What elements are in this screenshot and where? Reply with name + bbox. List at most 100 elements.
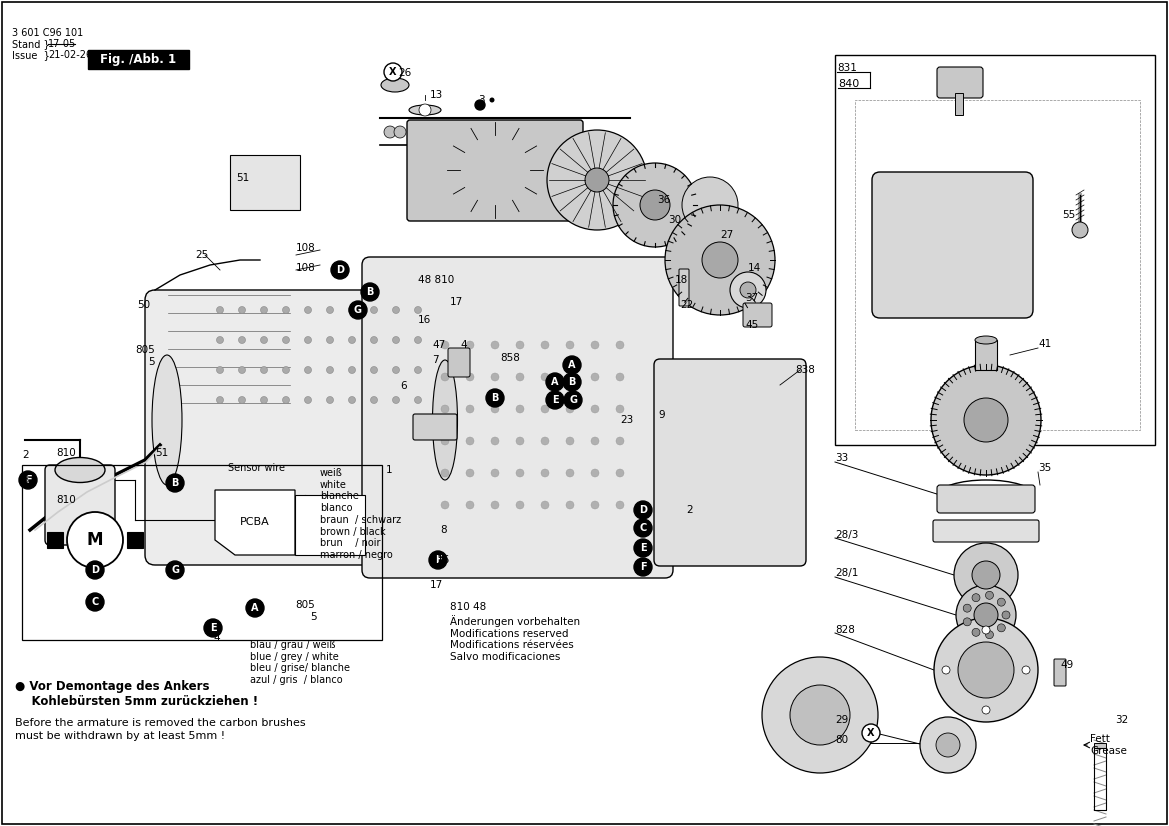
Circle shape [216,306,223,314]
FancyBboxPatch shape [938,485,1035,513]
Text: G: G [171,565,179,575]
Ellipse shape [381,78,409,92]
Circle shape [87,593,104,611]
Circle shape [383,63,402,81]
Bar [295,495,365,555]
Text: E: E [639,543,646,553]
Text: C: C [91,597,98,607]
Circle shape [997,624,1005,632]
Text: braun  / schwarz
brown / black
brun    / noir
marron / negro: braun / schwarz brown / black brun / noi… [320,515,401,560]
Circle shape [393,306,400,314]
Text: 805: 805 [134,345,154,355]
Circle shape [19,471,37,489]
Circle shape [541,469,549,477]
Circle shape [216,396,223,403]
Text: 3: 3 [478,95,485,105]
Circle shape [326,306,333,314]
Text: Stand }: Stand } [12,39,50,49]
Circle shape [441,405,449,413]
Text: 16: 16 [437,555,450,565]
Circle shape [516,469,524,477]
Ellipse shape [409,105,441,115]
Circle shape [931,365,1042,475]
Text: 810: 810 [56,448,76,458]
Circle shape [982,706,990,714]
Text: 23: 23 [620,415,634,425]
Circle shape [166,474,184,492]
Text: 22: 22 [680,300,693,310]
Text: Issue  }: Issue } [12,50,50,60]
Text: D: D [336,265,344,275]
FancyBboxPatch shape [1054,659,1066,686]
Text: 29: 29 [835,715,849,725]
Circle shape [516,341,524,349]
Circle shape [238,396,245,403]
FancyBboxPatch shape [743,303,772,327]
Text: B: B [568,377,575,387]
Text: 5: 5 [148,357,154,367]
Text: 51: 51 [236,173,250,183]
Circle shape [441,373,449,381]
Text: X: X [867,728,874,738]
Circle shape [466,373,473,381]
Text: Sensor wire: Sensor wire [228,463,285,473]
Circle shape [441,437,449,445]
Circle shape [592,405,599,413]
Circle shape [762,657,878,773]
Bar [975,340,997,370]
Circle shape [348,336,355,344]
Text: 3 601 C96 101: 3 601 C96 101 [12,28,83,38]
Circle shape [541,501,549,509]
Text: 810: 810 [56,495,76,505]
Circle shape [616,341,624,349]
Circle shape [592,373,599,381]
Text: 9: 9 [658,410,665,420]
Circle shape [304,367,311,373]
Circle shape [491,341,499,349]
Circle shape [205,619,222,637]
Bar [835,55,1155,445]
Circle shape [956,585,1016,645]
Circle shape [566,405,574,413]
Circle shape [166,561,184,579]
Circle shape [563,391,582,409]
Circle shape [441,501,449,509]
Circle shape [216,367,223,373]
Circle shape [516,437,524,445]
Circle shape [466,501,473,509]
Text: A: A [552,377,559,387]
Circle shape [985,591,994,600]
Text: 4: 4 [213,633,220,643]
Circle shape [261,367,268,373]
Text: 37: 37 [745,293,759,303]
Text: PCBA: PCBA [240,517,270,527]
Text: D: D [639,505,646,515]
Circle shape [304,396,311,403]
Text: 26: 26 [397,68,411,78]
Circle shape [703,242,738,278]
Text: B: B [366,287,374,297]
Text: 21-02-26: 21-02-26 [48,50,92,60]
Circle shape [283,306,290,314]
Text: 108: 108 [296,243,316,253]
Circle shape [516,373,524,381]
Text: 1: 1 [386,465,393,475]
Circle shape [348,367,355,373]
Text: F: F [639,562,646,572]
Bar [230,155,300,210]
Text: 810 48: 810 48 [450,602,486,612]
Text: 2: 2 [686,505,692,515]
Circle shape [393,336,400,344]
Ellipse shape [152,355,182,485]
Circle shape [613,163,697,247]
Circle shape [592,341,599,349]
Circle shape [616,437,624,445]
FancyBboxPatch shape [933,520,1039,542]
Text: 831: 831 [837,63,857,73]
Circle shape [541,341,549,349]
Text: 828: 828 [835,625,855,635]
Text: Fig. /Abb. 1: Fig. /Abb. 1 [99,53,177,65]
Text: weiß
white
blanche
blanco: weiß white blanche blanco [320,468,359,513]
Bar [47,532,63,548]
Text: 80: 80 [835,735,849,745]
